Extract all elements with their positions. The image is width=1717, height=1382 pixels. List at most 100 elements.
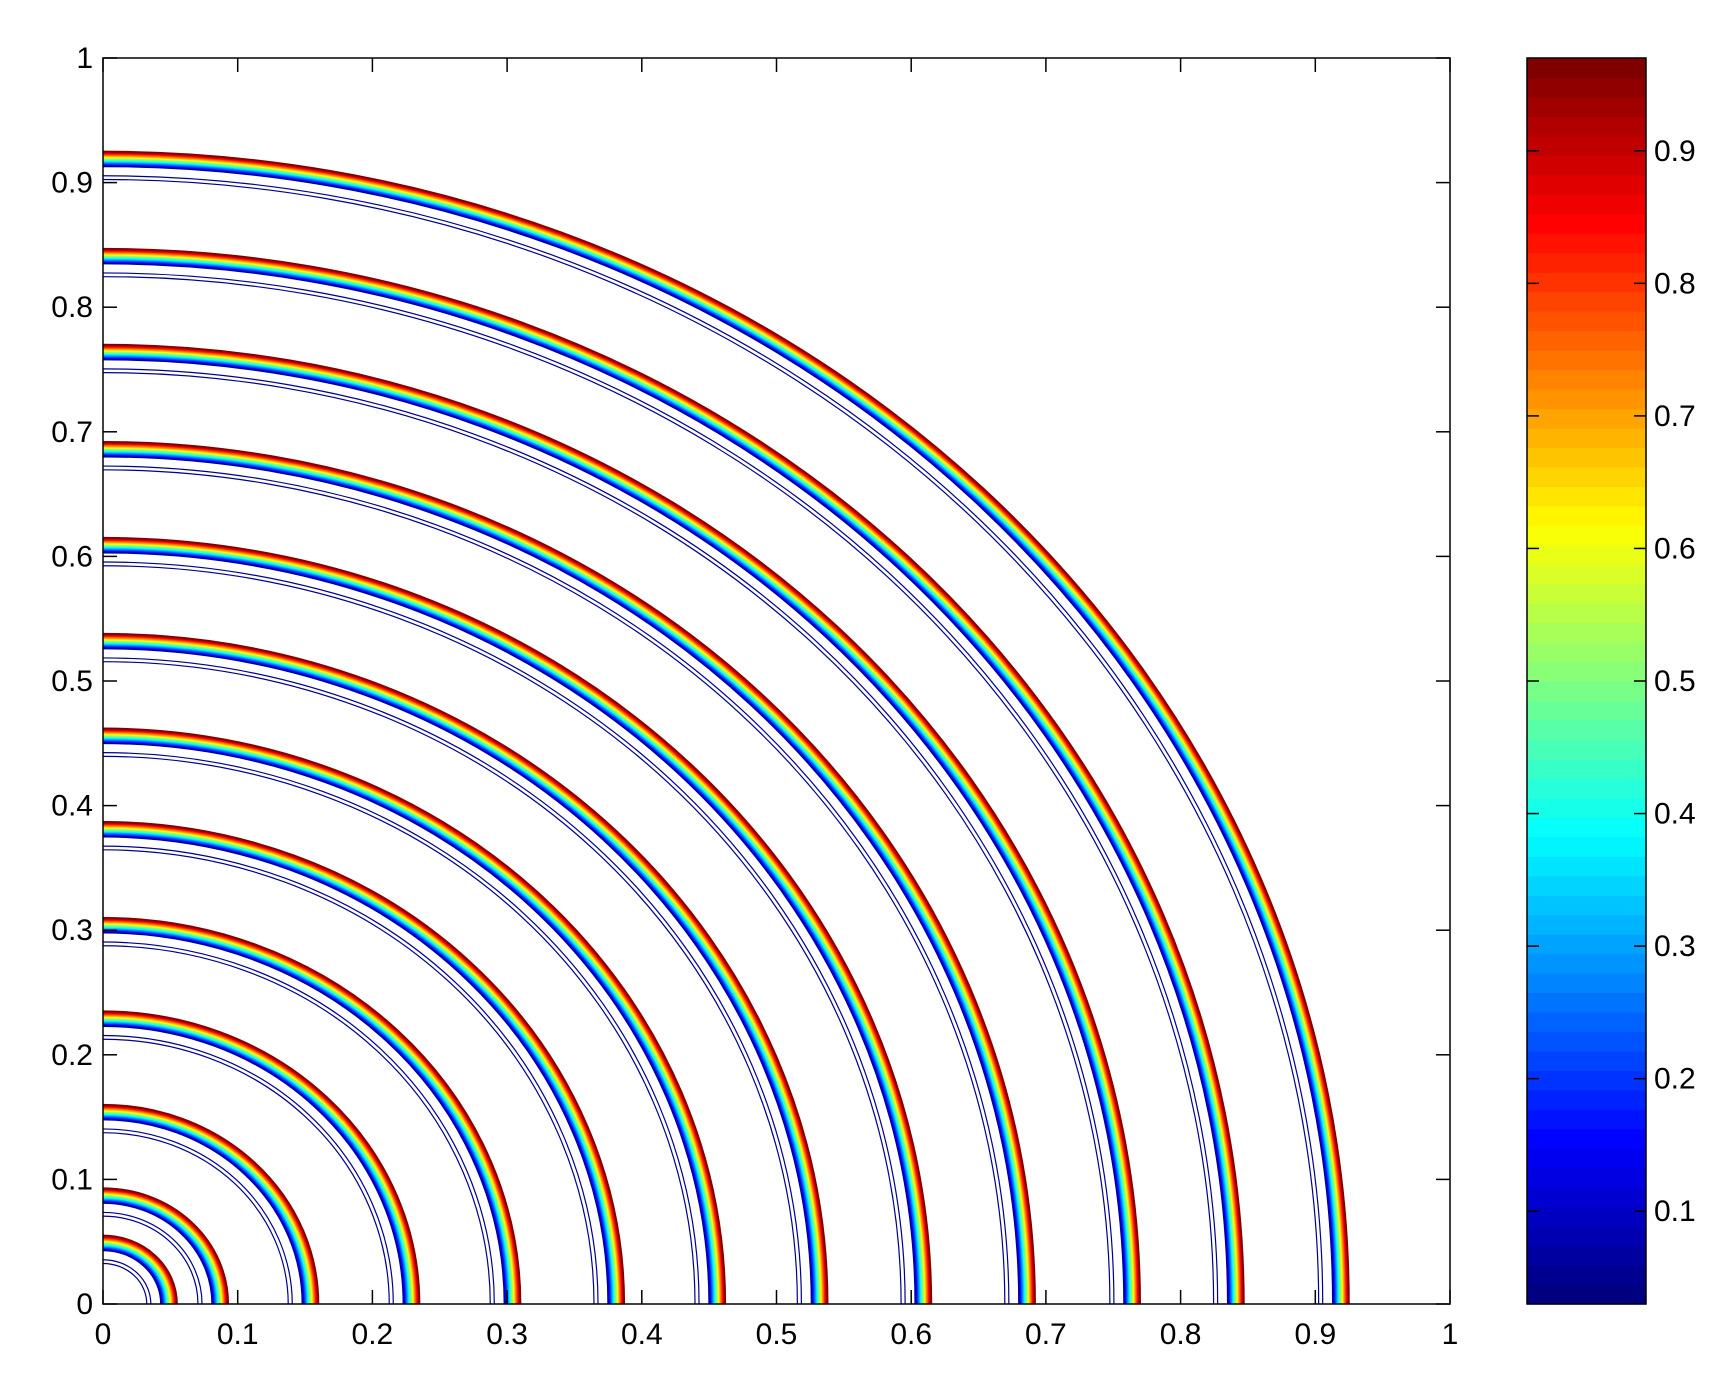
colorbar-band [1527,700,1646,721]
colorbar-band [1527,330,1646,351]
colorbar-band [1527,953,1646,974]
colorbar-band [1527,1070,1646,1091]
colorbar-band [1527,1128,1646,1149]
contour-line [103,469,1006,1304]
colorbar-band [1527,1226,1646,1247]
contour-front [103,1187,230,1304]
contour-line [103,178,1320,1304]
x-tick-label: 0.1 [217,1318,259,1351]
colorbar-band [1527,174,1646,195]
colorbar-band [1527,1089,1646,1110]
contour-line [103,916,522,1304]
contour-front [103,247,1245,1304]
x-tick-label: 0.5 [756,1318,798,1351]
colorbar-band [1527,505,1646,526]
colorbar-band [1527,1187,1646,1208]
y-axis-ticks: 0 0.1 0.2 0.3 0.4 0.5 0.6 0.7 0.8 0.9 1 [51,42,1450,1321]
contour-line [103,849,595,1304]
colorbar-band [1527,1109,1646,1130]
colorbar-band [1527,719,1646,741]
colorbar-band [1527,1167,1646,1188]
colorbar-band [1527,564,1646,585]
colorbar-band [1527,1245,1646,1266]
colorbar-band [1527,934,1646,955]
contour-line [103,1187,230,1304]
colorbar-band [1527,252,1646,273]
y-tick-label: 0.8 [51,291,93,324]
contour-line [103,175,1324,1304]
contour-line [103,440,1036,1304]
colorbar-band [1527,622,1646,643]
contour-line [103,845,599,1304]
colorbar-tick-label: 0.1 [1654,1195,1696,1228]
colorbar-tick-label: 0.9 [1654,135,1696,168]
contour-line [103,661,798,1304]
contour-line [103,343,1141,1304]
colorbar-band [1527,1265,1646,1286]
contour-line [103,727,727,1304]
y-tick-label: 0.7 [51,416,93,449]
colorbar-band [1527,973,1646,994]
y-tick-label: 0.1 [51,1163,93,1196]
colorbar-tick-label: 0.7 [1654,400,1696,433]
colorbar: 0.1 0.2 0.3 0.4 0.5 0.6 0.7 0.8 0.9 [1526,57,1696,1305]
colorbar-band [1527,135,1646,156]
contour-line [103,247,1245,1304]
contour-line [103,945,491,1304]
contour-line [103,941,495,1304]
contour-front [103,1234,178,1304]
colorbar-band [1527,447,1646,468]
contour-line [103,372,1111,1304]
colorbar-band [1527,1284,1646,1305]
colorbar-tick-label: 0.4 [1654,798,1696,831]
contour-line [103,657,803,1304]
colorbar-band [1527,583,1646,604]
contour-front [103,536,933,1304]
contour-lines [103,150,1350,1304]
contour-front [103,1103,320,1304]
colorbar-band [1527,642,1646,663]
colorbar-band [1527,291,1646,312]
colorbar-band [1527,427,1646,448]
contour-line [103,1034,394,1304]
colorbar-band [1527,350,1646,371]
contour-front [103,632,829,1304]
y-tick-label: 0.2 [51,1039,93,1072]
colorbar-band [1527,233,1646,254]
colorbar-band [1527,388,1646,410]
contour-line [103,1215,199,1304]
x-axis-ticks: 0 0.1 0.2 0.3 0.4 0.5 0.6 0.7 0.8 0.9 1 [95,58,1459,1351]
x-tick-label: 0.6 [890,1318,932,1351]
colorbar-band [1527,681,1646,702]
colorbar-band [1527,797,1646,818]
colorbar-band [1527,1011,1646,1033]
colorbar-band [1527,992,1646,1013]
colorbar-band [1527,817,1646,838]
contour-line [103,1132,289,1304]
colorbar-band [1527,856,1646,877]
colorbar-band [1527,758,1646,779]
contour-front [103,343,1141,1304]
colorbar-band [1527,272,1646,293]
contour-front [103,1010,421,1304]
colorbar-tick-label: 0.2 [1654,1063,1696,1096]
x-tick-label: 0.9 [1294,1318,1336,1351]
contour-line [103,752,700,1304]
colorbar-band [1527,895,1646,916]
contour-front [103,150,1350,1304]
colorbar-band [1527,525,1646,546]
colorbar-band [1527,213,1646,234]
contour-line [103,1103,320,1304]
colorbar-tick-label: 0.5 [1654,665,1696,698]
colorbar-band [1527,603,1646,624]
contour-line [103,1128,293,1304]
x-tick-label: 0.4 [621,1318,663,1351]
contour-line [103,632,829,1304]
x-tick-label: 1 [1442,1318,1459,1351]
colorbar-band [1527,1031,1646,1052]
y-tick-label: 0.4 [51,790,93,823]
contour-line [103,561,906,1304]
colorbar-band [1527,58,1646,79]
colorbar-band [1527,739,1646,760]
